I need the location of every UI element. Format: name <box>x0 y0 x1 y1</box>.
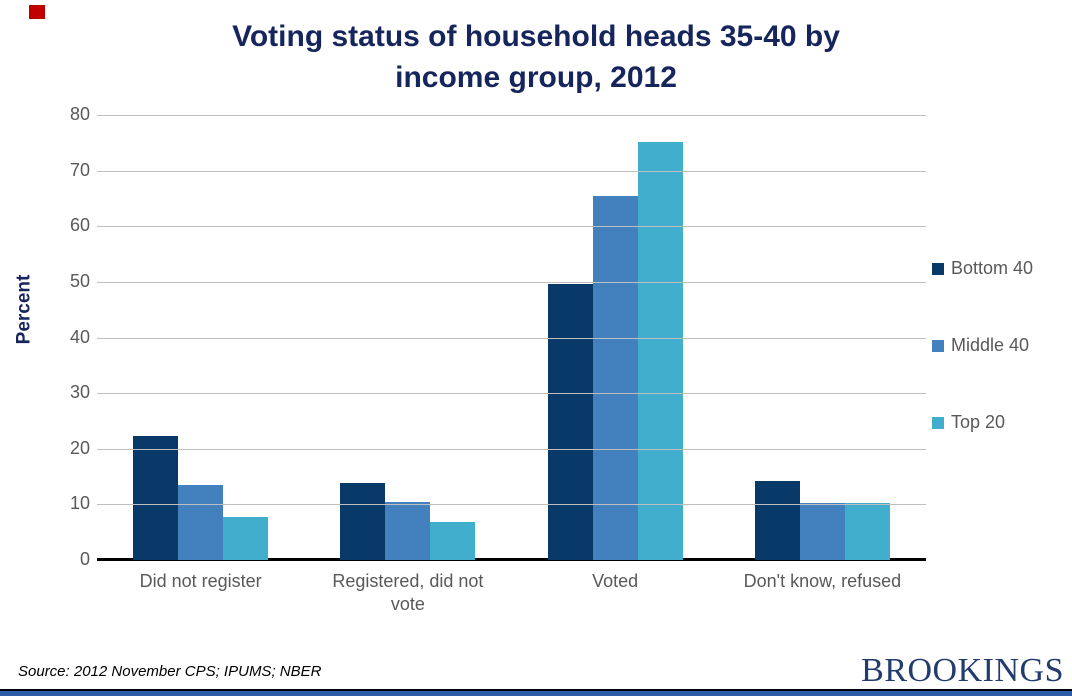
y-axis-tick-label: 60 <box>69 215 90 236</box>
bar-group-4 <box>719 115 926 560</box>
legend: Bottom 40 Middle 40 Top 20 <box>932 258 1033 433</box>
plot-area <box>97 115 926 561</box>
chart-title: Voting status of household heads 35-40 b… <box>0 16 1072 98</box>
bar <box>592 195 638 560</box>
x-axis-category-label-line: vote <box>390 594 425 614</box>
y-axis-tick-label: 0 <box>79 549 90 569</box>
bar-groups <box>97 115 926 560</box>
legend-swatch-icon <box>932 416 944 429</box>
gridline <box>97 170 926 172</box>
footer-rule <box>0 689 1072 691</box>
bar <box>178 484 224 560</box>
chart-title-line-1: Voting status of household heads 35-40 b… <box>232 20 840 53</box>
y-axis-tick-label: 40 <box>69 326 90 347</box>
bar-group-2 <box>304 115 511 560</box>
gridline <box>97 393 926 395</box>
y-axis-tick-label: 10 <box>69 493 90 514</box>
chart-title-line-2: income group, 2012 <box>395 61 677 94</box>
legend-label: Bottom 40 <box>951 258 1034 278</box>
source-note: Source: 2012 November CPS; IPUMS; NBER <box>18 663 322 680</box>
gridline <box>97 115 926 116</box>
x-axis-category-label: Don't know, refused <box>737 570 907 593</box>
bar <box>340 482 386 560</box>
y-axis-title: Percent <box>13 274 35 345</box>
y-axis-tick-label: 20 <box>69 437 90 458</box>
legend-item: Middle 40 <box>932 335 1033 356</box>
bar <box>637 141 683 560</box>
brookings-logo: BROOKINGS <box>861 652 1064 689</box>
legend-item: Bottom 40 <box>932 258 1033 279</box>
gridline <box>97 504 926 506</box>
y-axis-tick-label: 30 <box>69 382 90 403</box>
gridline <box>97 226 926 228</box>
x-axis-category-label-line: Registered, did not <box>332 571 484 591</box>
legend-swatch-icon <box>932 339 944 352</box>
x-axis-line <box>97 558 926 561</box>
red-marker-square <box>29 5 45 19</box>
legend-item: Top 20 <box>932 412 1033 433</box>
gridline <box>97 337 926 339</box>
gridline <box>97 281 926 283</box>
x-axis-category-label-line: Did not register <box>139 571 262 591</box>
bar <box>547 284 593 560</box>
y-axis-tick-label: 50 <box>69 270 90 291</box>
x-axis-category-label: Registered, did not vote <box>323 570 493 616</box>
bar-group-1 <box>97 115 304 560</box>
bar <box>223 517 269 560</box>
bar <box>133 435 179 560</box>
legend-swatch-icon <box>932 262 944 275</box>
x-axis-category-label-line: Voted <box>592 571 639 591</box>
x-axis-category-label: Did not register <box>116 570 286 593</box>
bar <box>385 502 431 560</box>
y-axis-tick-label: 70 <box>69 159 90 180</box>
x-axis-category-label: Voted <box>530 570 700 593</box>
gridline <box>97 448 926 450</box>
legend-label: Top 20 <box>951 412 1006 432</box>
x-axis-category-label-line: Don't know, refused <box>743 571 902 591</box>
footer-accent-bar <box>0 691 1072 696</box>
y-axis-tick-label: 80 <box>69 104 90 124</box>
bar-group-3 <box>512 115 719 560</box>
bar <box>754 481 800 560</box>
bar <box>799 503 845 560</box>
bar <box>844 503 890 560</box>
bar <box>430 522 476 560</box>
legend-label: Middle 40 <box>951 335 1030 355</box>
